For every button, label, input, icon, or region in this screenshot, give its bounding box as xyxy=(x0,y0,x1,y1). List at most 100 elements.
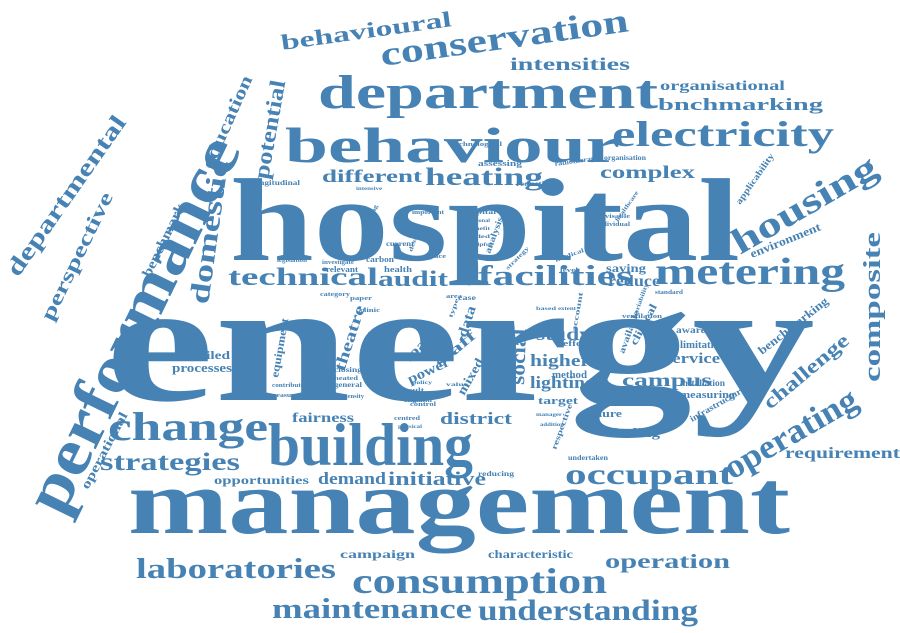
word: clinic xyxy=(360,308,380,314)
word: installation xyxy=(680,378,725,388)
word: standard xyxy=(655,290,684,296)
word: investigate xyxy=(322,260,354,266)
word: contribute xyxy=(272,383,304,389)
word: higher xyxy=(530,351,591,370)
word: benefit xyxy=(468,227,490,232)
word: advisable xyxy=(596,214,630,220)
word: heating xyxy=(425,164,544,191)
word: health xyxy=(384,265,413,274)
word: addition xyxy=(540,423,564,428)
word: ventilation xyxy=(622,314,663,320)
word: national xyxy=(468,219,491,224)
word: facilities xyxy=(478,261,633,292)
word: organisation xyxy=(604,154,646,162)
word: electricity xyxy=(612,114,834,154)
word: initiative xyxy=(388,469,486,490)
word: relevant xyxy=(326,265,358,274)
word: intensive xyxy=(356,187,383,192)
word: building xyxy=(268,412,473,478)
word: behaviour xyxy=(285,117,620,173)
word: paper xyxy=(350,296,372,302)
word: intensity xyxy=(340,394,364,400)
word: operation xyxy=(605,551,730,573)
word: user xyxy=(368,326,396,341)
word: general xyxy=(334,381,362,389)
word: based xyxy=(536,307,556,312)
word: management xyxy=(128,451,790,553)
word: social xyxy=(507,328,531,385)
word: level xyxy=(560,268,578,274)
word: heat xyxy=(376,346,395,354)
word: change xyxy=(108,404,268,449)
word: finding xyxy=(608,425,661,440)
word: saving xyxy=(606,261,646,275)
word: energy xyxy=(105,248,815,438)
word: current xyxy=(386,240,415,248)
word: service xyxy=(665,351,720,367)
word: hospital xyxy=(462,210,497,216)
word: physical xyxy=(398,425,423,430)
word: limitation xyxy=(680,340,725,351)
word: technical xyxy=(228,264,378,291)
word: case xyxy=(458,294,476,302)
word: study xyxy=(536,324,591,344)
word: important xyxy=(412,210,444,216)
word: control xyxy=(410,402,436,408)
word: requirement xyxy=(785,445,900,462)
word: department xyxy=(318,66,658,119)
word: assessing xyxy=(478,159,522,168)
word: manager xyxy=(536,413,563,418)
word: method xyxy=(552,370,587,381)
word: understanding xyxy=(478,594,698,627)
word: intensities xyxy=(510,54,630,74)
word: metering xyxy=(655,251,845,293)
word: reducing xyxy=(478,470,515,478)
word: laboratories xyxy=(136,554,336,585)
word: centred xyxy=(394,416,421,422)
word: characteristic xyxy=(488,547,574,561)
word: effort xyxy=(563,339,591,348)
word: policy xyxy=(412,381,433,386)
word: occupant xyxy=(565,458,733,491)
word: district xyxy=(440,409,512,428)
word: space xyxy=(426,254,446,260)
word: strategies xyxy=(100,449,240,476)
word: organisational xyxy=(660,79,785,94)
word: bnchmarking xyxy=(658,95,824,114)
word: heated xyxy=(334,376,359,382)
word: lighting xyxy=(530,373,596,392)
word: measure xyxy=(270,393,298,399)
word: helpful xyxy=(470,243,493,248)
word: tunure xyxy=(582,408,622,420)
word: reduce xyxy=(608,273,660,290)
word: reduction xyxy=(516,180,554,188)
word: value xyxy=(446,383,470,388)
word: legislation xyxy=(277,258,308,264)
word: maintenance xyxy=(272,594,472,625)
word: campus xyxy=(622,370,712,390)
word: measuring xyxy=(680,389,736,401)
word: composite xyxy=(860,232,886,382)
word: detailed xyxy=(178,348,230,362)
word: hospital xyxy=(230,155,740,286)
word: audit xyxy=(378,266,449,291)
word: category xyxy=(320,292,350,298)
word: area xyxy=(446,294,462,300)
word: individual xyxy=(596,222,630,228)
word: result xyxy=(400,388,424,394)
word: complex xyxy=(600,162,695,182)
word: target xyxy=(538,395,578,407)
word: fairness xyxy=(292,411,355,426)
word: awareness xyxy=(676,325,727,335)
word: closing xyxy=(334,366,363,374)
word: extent xyxy=(558,307,576,312)
word: campaign xyxy=(340,547,415,561)
word: carbon xyxy=(366,255,395,264)
word: different xyxy=(322,166,422,186)
word: opportunities xyxy=(214,473,309,487)
word: consumption xyxy=(352,561,607,601)
word: demand xyxy=(318,469,387,488)
word: technological xyxy=(452,142,502,148)
